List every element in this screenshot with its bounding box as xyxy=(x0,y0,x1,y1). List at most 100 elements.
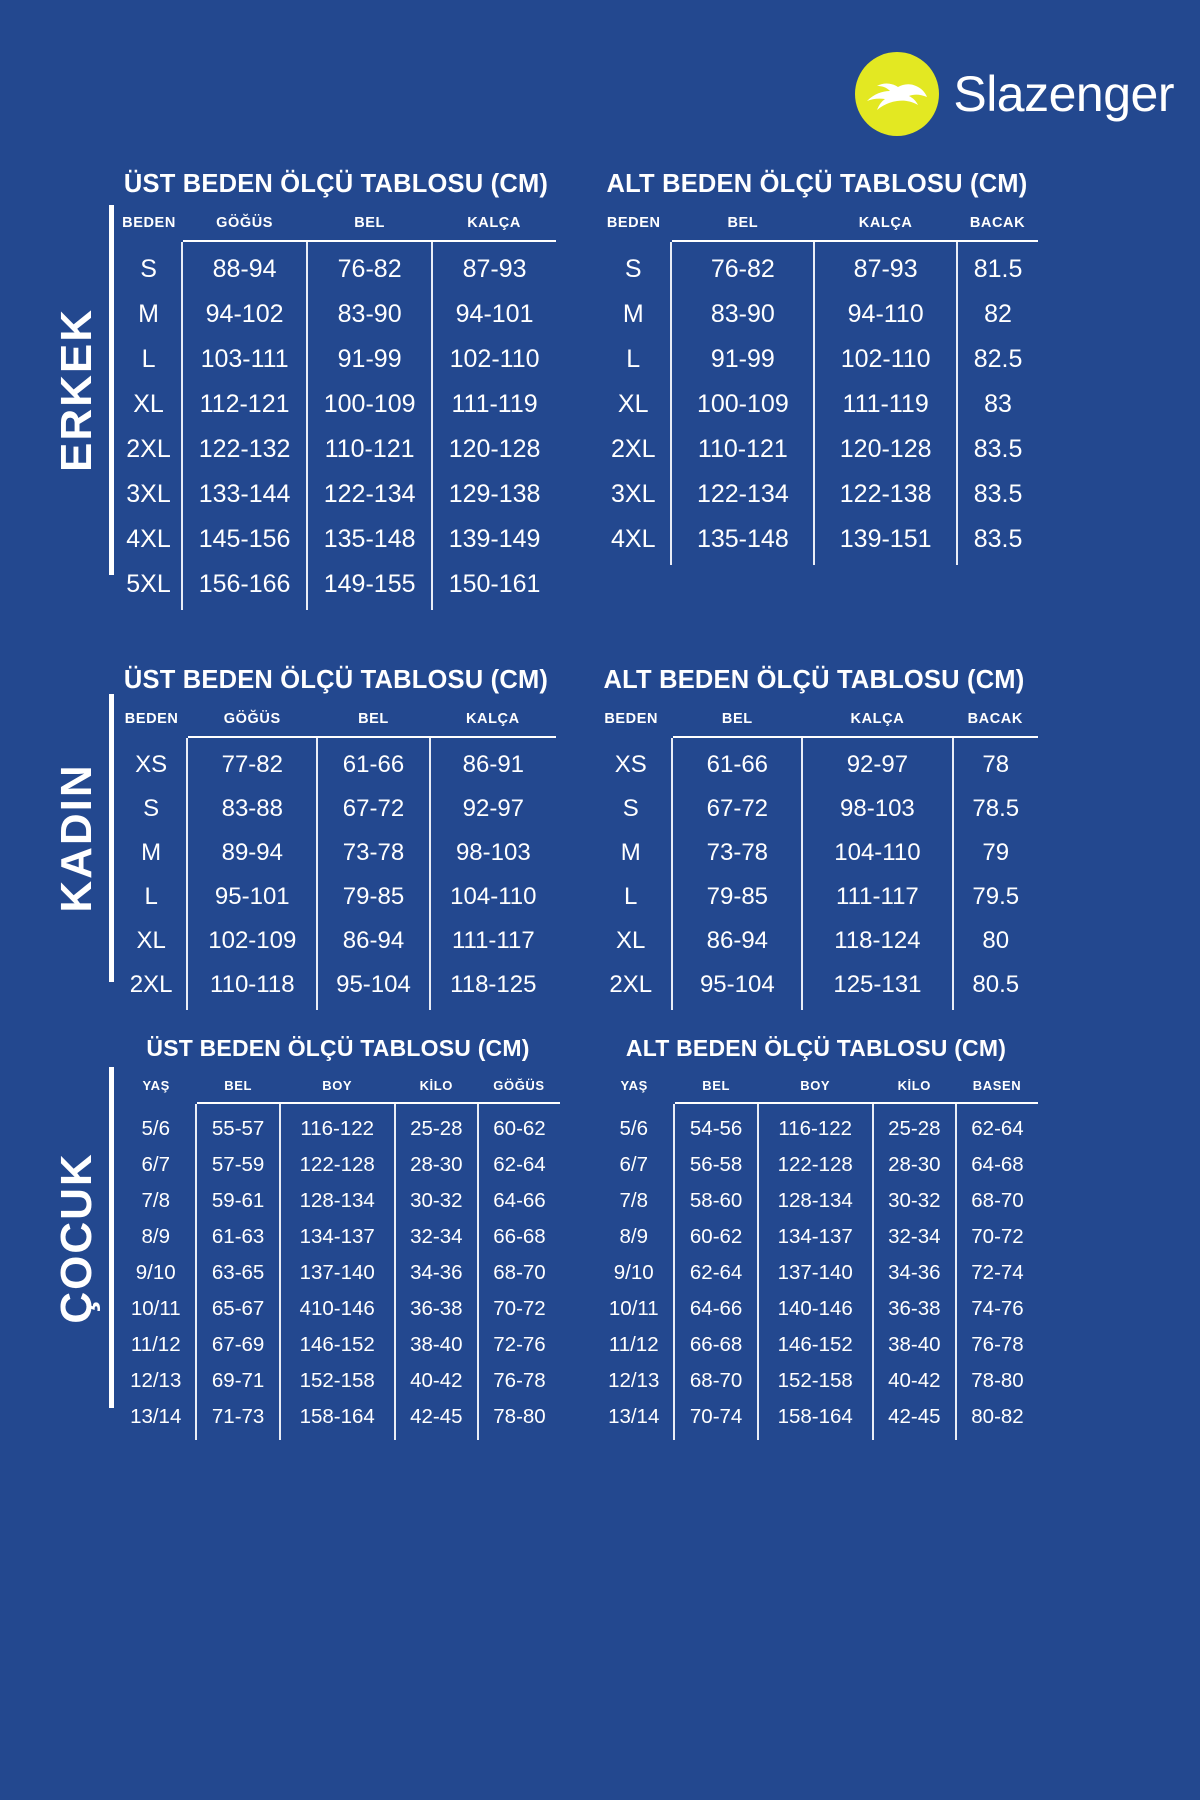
measurement-cell: 62-64 xyxy=(954,1103,1038,1147)
measurement-cell: 66-68 xyxy=(476,1219,560,1255)
measurement-cell: 129-138 xyxy=(431,472,556,517)
table-header-row: YAŞ BEL BOY KİLO GÖĞÜS xyxy=(116,1078,560,1104)
brand-name: Slazenger xyxy=(953,66,1174,122)
section-label-cocuk: ÇOCUK xyxy=(38,1035,116,1440)
table-cocuk-lower: ALT BEDEN ÖLÇÜ TABLOSU (CM) YAŞ BEL BOY KİL… xyxy=(594,1035,1038,1440)
column-header: BACAK xyxy=(957,215,1038,242)
measurement-cell: 104-110 xyxy=(428,875,556,919)
measurement-cell: 62-64 xyxy=(673,1255,758,1291)
measurement-cell: 74-76 xyxy=(954,1291,1038,1327)
measurement-cell: 133-144 xyxy=(181,472,308,517)
table-row: 3XL 133-144 122-134 129-138 xyxy=(116,472,556,517)
measurement-cell: 79-85 xyxy=(671,875,803,919)
section-rule xyxy=(109,205,114,575)
table-row: 2XL 95-104 125-131 80.5 xyxy=(590,963,1038,1010)
table-row: XL 86-94 118-124 80 xyxy=(590,919,1038,963)
measurement-cell: 94-102 xyxy=(181,292,308,337)
measurement-cell: 61-63 xyxy=(195,1219,280,1255)
measurement-cell: 32-34 xyxy=(871,1219,956,1255)
measurement-cell: 122-132 xyxy=(181,427,308,472)
size-cell: 2XL xyxy=(129,971,173,998)
panther-logo-icon xyxy=(855,52,940,136)
measurement-cell: 86-91 xyxy=(428,737,556,787)
measurement-cell: 55-57 xyxy=(195,1103,280,1147)
measurement-cell: 135-148 xyxy=(670,517,815,565)
table-row: 9/10 62-64 137-140 34-36 72-74 xyxy=(594,1255,1038,1291)
measurement-cell: 116-122 xyxy=(756,1103,873,1147)
measurement-cell: 111-117 xyxy=(428,919,556,963)
measurement-cell: 102-110 xyxy=(431,337,556,382)
measurement-cell: 111-119 xyxy=(431,382,556,427)
table-header-row: YAŞ BEL BOY KİLO BASEN xyxy=(594,1078,1038,1104)
measurement-cell: 82.5 xyxy=(956,337,1038,382)
measurement-cell: 118-124 xyxy=(801,919,953,963)
table-row: 4XL 145-156 135-148 139-149 xyxy=(116,517,556,562)
table-title: ALT BEDEN ÖLÇÜ TABLOSU (CM) xyxy=(603,666,1025,694)
measurement-cell: 67-72 xyxy=(671,787,803,831)
table-row: 8/9 60-62 134-137 32-34 70-72 xyxy=(594,1219,1038,1255)
measurement-cell: 38-40 xyxy=(871,1327,956,1363)
measurement-cell: 92-97 xyxy=(801,737,953,787)
measurement-cell: 67-72 xyxy=(316,787,430,831)
measurement-cell: 103-111 xyxy=(181,337,308,382)
table-row: 9/10 63-65 137-140 34-36 68-70 xyxy=(116,1255,560,1291)
column-header: GÖĞÜS xyxy=(187,711,318,738)
measurement-cell: 122-134 xyxy=(306,472,433,517)
column-header: KİLO xyxy=(872,1078,956,1104)
table-row: 8/9 61-63 134-137 32-34 66-68 xyxy=(116,1219,560,1255)
column-header: GÖĞÜS xyxy=(477,1078,560,1104)
measurement-cell: 76-78 xyxy=(476,1363,560,1399)
measurement-cell: 87-93 xyxy=(431,241,556,292)
measurement-cell: 111-119 xyxy=(813,382,958,427)
measurement-cell: 137-140 xyxy=(756,1255,873,1291)
size-cell: 11/12 xyxy=(130,1333,181,1356)
size-cell: L xyxy=(141,345,156,373)
column-header: KALÇA xyxy=(429,711,556,738)
measurement-cell: 76-82 xyxy=(306,241,433,292)
measurement-cell: 61-66 xyxy=(316,737,430,787)
size-cell: 10/11 xyxy=(608,1297,659,1320)
size-cell: 2XL xyxy=(609,971,653,998)
measurement-cell: 122-128 xyxy=(756,1147,873,1183)
measurement-cell: 83-88 xyxy=(186,787,318,831)
table-row: 12/13 69-71 152-158 40-42 76-78 xyxy=(116,1363,560,1399)
table-row: 10/11 65-67 410-146 36-38 70-72 xyxy=(116,1291,560,1327)
measurement-cell: 158-164 xyxy=(756,1399,873,1440)
column-header: BEL xyxy=(671,215,815,242)
measurement-cell: 112-121 xyxy=(181,382,308,427)
table-row: M 94-102 83-90 94-101 xyxy=(116,292,556,337)
measurement-cell: 60-62 xyxy=(476,1103,560,1147)
size-cell: 9/10 xyxy=(135,1261,176,1284)
measurement-cell: 62-64 xyxy=(476,1147,560,1183)
measurement-cell: 82 xyxy=(956,292,1038,337)
measurement-cell: 83.5 xyxy=(956,472,1038,517)
size-cell: 2XL xyxy=(126,435,171,463)
size-cell: 7/8 xyxy=(141,1189,170,1212)
measurement-cell: 104-110 xyxy=(801,831,953,875)
measurement-cell: 34-36 xyxy=(393,1255,478,1291)
measurement-cell: 91-99 xyxy=(670,337,815,382)
measurement-cell: 100-109 xyxy=(670,382,815,427)
measurement-cell: 91-99 xyxy=(306,337,433,382)
section-erkek: ERKEK ÜST BEDEN ÖLÇÜ TABLOSU (CM) BEDEN G… xyxy=(38,170,1038,610)
section-label-kadin: KADIN xyxy=(38,666,116,1010)
table-title: ALT BEDEN ÖLÇÜ TABLOSU (CM) xyxy=(625,1035,1007,1061)
section-label-text: ERKEK xyxy=(52,307,101,473)
table-row: 4XL 135-148 139-151 83.5 xyxy=(596,517,1038,565)
column-header: BEDEN xyxy=(604,711,659,727)
measurement-cell: 158-164 xyxy=(278,1399,395,1440)
measurement-table: YAŞ BEL BOY KİLO GÖĞÜS 5/6 55-57 116-122 25-28 6… xyxy=(116,1078,560,1440)
measurement-cell: 89-94 xyxy=(186,831,318,875)
size-cell: S xyxy=(622,795,639,822)
section-label-erkek: ERKEK xyxy=(38,170,116,610)
measurement-cell: 40-42 xyxy=(393,1363,478,1399)
measurement-cell: 94-101 xyxy=(431,292,556,337)
measurement-cell: 86-94 xyxy=(671,919,803,963)
size-cell: 8/9 xyxy=(619,1225,648,1248)
measurement-cell: 63-65 xyxy=(195,1255,280,1291)
table-row: 5/6 54-56 116-122 25-28 62-64 xyxy=(594,1103,1038,1147)
size-cell: 5/6 xyxy=(141,1117,170,1140)
size-cell: 11/12 xyxy=(608,1333,659,1356)
measurement-cell: 88-94 xyxy=(181,241,308,292)
size-cell: XL xyxy=(617,390,649,418)
